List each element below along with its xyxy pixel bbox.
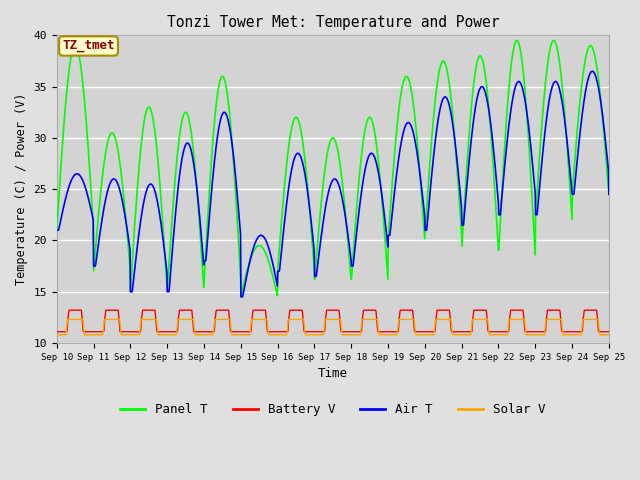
Y-axis label: Temperature (C) / Power (V): Temperature (C) / Power (V)	[15, 93, 28, 286]
Text: TZ_tmet: TZ_tmet	[62, 39, 115, 52]
Legend: Panel T, Battery V, Air T, Solar V: Panel T, Battery V, Air T, Solar V	[115, 398, 550, 421]
Title: Tonzi Tower Met: Temperature and Power: Tonzi Tower Met: Temperature and Power	[166, 15, 499, 30]
X-axis label: Time: Time	[318, 367, 348, 380]
